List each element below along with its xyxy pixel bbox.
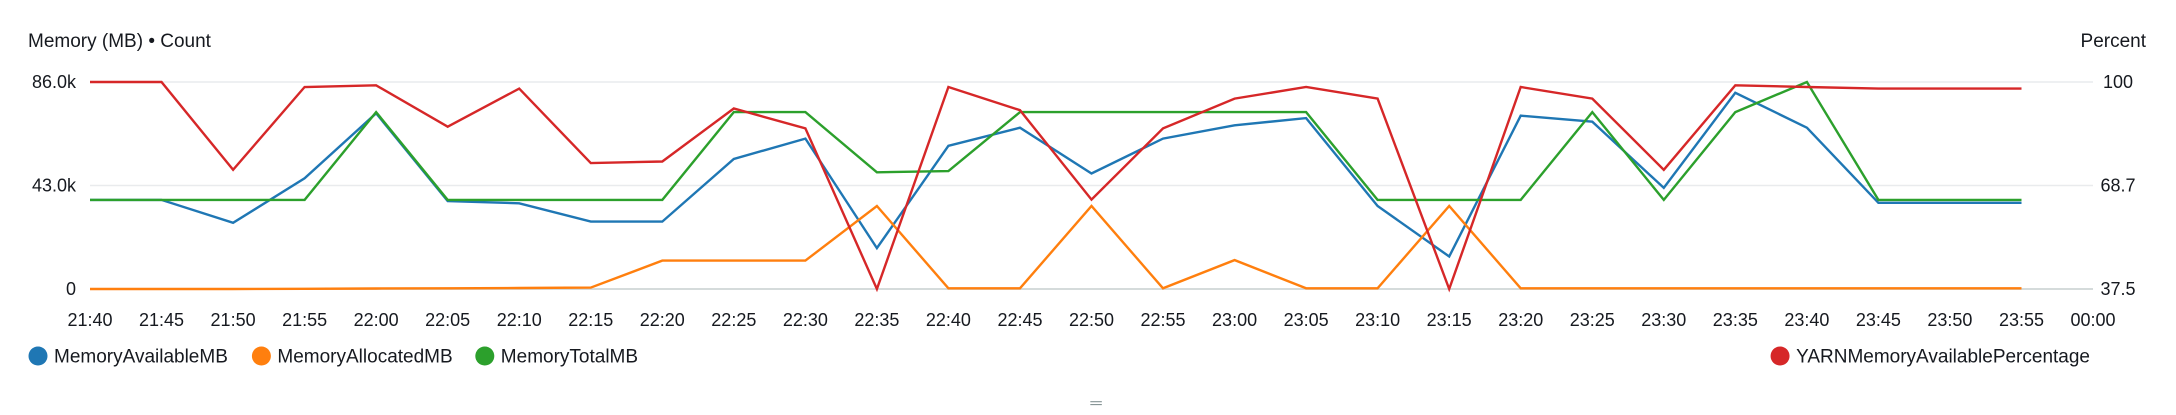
x-axis-ticks: 21:40 21:45 21:50 21:55 22:00 22:05 22:10 22:15… xyxy=(67,310,2115,330)
right-tick-label: 100 xyxy=(2103,72,2133,92)
resize-handle-icon[interactable]: ═ xyxy=(1089,395,1102,412)
right-axis-title: Percent xyxy=(2081,31,2147,52)
legend-swatch xyxy=(475,346,495,366)
x-tick-label: 23:55 xyxy=(1999,310,2044,330)
legend-label: YARNMemoryAvailablePercentage xyxy=(1796,347,2090,368)
legend: MemoryAvailableMB MemoryAllocatedMB Memory… xyxy=(28,346,2090,368)
x-tick-label: 23:30 xyxy=(1641,310,1686,330)
x-tick-label: 22:40 xyxy=(926,310,971,330)
legend-swatch xyxy=(1770,346,1790,366)
x-tick-label: 22:15 xyxy=(568,310,613,330)
right-axis-ticks: 37.5 68.7 100 xyxy=(2100,72,2135,299)
legend-label: MemoryAvailableMB xyxy=(54,347,228,368)
legend-swatch xyxy=(28,346,48,366)
series-line-YARNMemoryAvailablePercentage[interactable] xyxy=(90,80,2022,293)
left-tick-label: 43.0k xyxy=(32,176,77,196)
x-tick-label: 23:20 xyxy=(1498,310,1543,330)
x-tick-label: 23:25 xyxy=(1570,310,1615,330)
right-tick-label: 68.7 xyxy=(2100,176,2135,196)
left-axis-title: Memory (MB) • Count xyxy=(28,31,212,52)
x-tick-label: 21:50 xyxy=(211,310,256,330)
legend-swatch xyxy=(251,346,271,366)
x-tick-label: 23:15 xyxy=(1427,310,1472,330)
x-tick-label: 22:35 xyxy=(854,310,899,330)
legend-label: MemoryAllocatedMB xyxy=(277,347,452,368)
x-tick-label: 21:45 xyxy=(139,310,184,330)
x-tick-label: 22:55 xyxy=(1141,310,1186,330)
legend-item[interactable]: YARNMemoryAvailablePercentage xyxy=(1770,346,2090,368)
x-tick-label: 21:40 xyxy=(67,310,112,330)
x-tick-label: 23:05 xyxy=(1284,310,1329,330)
legend-item[interactable]: MemoryTotalMB xyxy=(475,346,638,368)
x-tick-label: 22:50 xyxy=(1069,310,1114,330)
series-line-MemoryAllocatedMB[interactable] xyxy=(90,204,2022,291)
x-tick-label: 22:20 xyxy=(640,310,685,330)
x-tick-label: 22:10 xyxy=(497,310,542,330)
x-tick-label: 22:25 xyxy=(711,310,756,330)
right-tick-label: 37.5 xyxy=(2100,279,2135,299)
legend-item[interactable]: MemoryAvailableMB xyxy=(28,346,228,368)
x-tick-label: 00:00 xyxy=(2070,310,2115,330)
x-tick-label: 23:00 xyxy=(1212,310,1257,330)
series-lines[interactable] xyxy=(90,80,2022,293)
x-tick-label: 23:35 xyxy=(1713,310,1758,330)
x-tick-label: 22:05 xyxy=(425,310,470,330)
x-tick-label: 22:45 xyxy=(997,310,1042,330)
x-tick-label: 23:40 xyxy=(1784,310,1829,330)
x-tick-label: 23:45 xyxy=(1856,310,1901,330)
legend-label: MemoryTotalMB xyxy=(501,347,638,368)
x-tick-label: 23:50 xyxy=(1927,310,1972,330)
x-tick-label: 23:10 xyxy=(1355,310,1400,330)
x-tick-label: 22:30 xyxy=(783,310,828,330)
left-tick-label: 86.0k xyxy=(32,72,77,92)
left-axis-ticks: 0 43.0k 86.0k xyxy=(32,72,77,299)
x-tick-label: 21:55 xyxy=(282,310,327,330)
legend-item[interactable]: MemoryAllocatedMB xyxy=(251,346,453,368)
series-line-MemoryTotalMB[interactable] xyxy=(90,80,2022,202)
x-tick-label: 22:00 xyxy=(354,310,399,330)
left-tick-label: 0 xyxy=(66,279,76,299)
